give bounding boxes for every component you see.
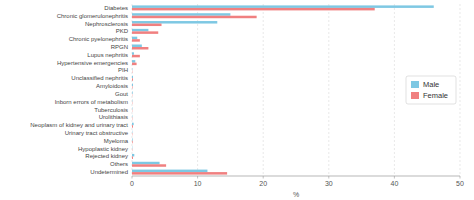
category-label: Urinary tract obstructive (65, 130, 129, 136)
bar (132, 76, 133, 79)
bar (132, 141, 133, 144)
bar (132, 138, 133, 141)
tick-label: 20 (259, 180, 267, 187)
tick-mark (394, 176, 395, 179)
category-label: Gout (115, 91, 128, 97)
legend-label: Female (423, 91, 448, 100)
bar (132, 55, 140, 58)
bar (132, 31, 158, 34)
bar (132, 13, 230, 16)
bar (132, 125, 133, 128)
bar (132, 117, 133, 120)
tick-label: 50 (456, 180, 464, 187)
legend-label: Male (423, 80, 439, 89)
tick-mark (263, 176, 264, 179)
bar (132, 8, 375, 11)
category-label: Tuberculosis (94, 107, 128, 113)
tick-mark (460, 176, 461, 179)
legend-box (406, 76, 456, 104)
category-label: Hypertensive emergencies (57, 60, 128, 66)
category-label: Unclassified nephritis (71, 75, 128, 81)
category-label: Nephrosclerosis (85, 21, 128, 27)
category-label: Hypoplastic kidney (78, 146, 128, 152)
category-label: Rejected kidney (85, 153, 128, 159)
legend: Male Female (406, 76, 456, 104)
tick-mark (328, 176, 329, 179)
bar (132, 146, 133, 149)
bar (132, 162, 160, 165)
bar (132, 29, 148, 32)
grid-line (197, 4, 198, 176)
bar (132, 94, 133, 97)
tick-label: 40 (391, 180, 399, 187)
bar (132, 133, 133, 136)
bar (132, 86, 133, 89)
category-label: Others (110, 161, 128, 167)
bar (132, 21, 217, 24)
bar (132, 84, 133, 87)
category-label: Myeloma (104, 138, 129, 144)
bar (132, 149, 133, 152)
category-label: Undetermined (90, 169, 128, 175)
grid-line (263, 4, 264, 176)
category-label: Lupus nephritis (87, 52, 128, 58)
tick-label: 10 (194, 180, 202, 187)
grid (132, 4, 460, 176)
category-label: PKD (116, 28, 129, 34)
tick-mark (132, 176, 133, 179)
bar (132, 68, 133, 71)
category-label: Urolithiasis (99, 114, 128, 120)
bar (132, 5, 434, 8)
bar (132, 91, 133, 94)
bar (132, 16, 257, 19)
legend-swatch (411, 92, 419, 99)
bar (132, 52, 134, 55)
bar (132, 63, 137, 66)
bar (132, 44, 142, 47)
grid-line (394, 4, 395, 176)
grid-line (328, 4, 329, 176)
category-label: Chronic glomerulonephritis (57, 13, 128, 19)
category-label: RPGN (111, 44, 128, 50)
bars (132, 5, 434, 174)
bar (132, 170, 207, 173)
bar (132, 115, 133, 118)
bar (132, 24, 162, 27)
bar (132, 99, 133, 102)
bar (132, 130, 133, 133)
bar (132, 107, 133, 110)
category-label: Amyloidosis (96, 83, 128, 89)
bar (132, 154, 134, 157)
bar (132, 37, 137, 40)
bar (132, 60, 135, 63)
axis-line (132, 176, 460, 177)
axis-label: % (293, 191, 299, 198)
legend-swatch (411, 81, 419, 88)
bar (132, 123, 134, 126)
y-axis: Diabetes Chronic glomerulonephritis Nephro… (30, 5, 128, 175)
grid-line (460, 4, 461, 176)
bar (132, 78, 133, 81)
category-label: Chronic pyelonephritis (69, 36, 128, 42)
x-axis: 0 10 20 30 40 50% (130, 176, 464, 198)
category-label: Diabetes (104, 5, 128, 11)
tick-mark (197, 176, 198, 179)
bar (132, 39, 140, 42)
bar (132, 47, 148, 50)
bar (132, 156, 133, 159)
bar (132, 102, 133, 105)
category-label: Inborn errors of metabolism (55, 99, 128, 105)
bar (132, 164, 166, 167)
category-label: PIH (118, 67, 128, 73)
tick-label: 0 (130, 180, 134, 187)
bar (132, 110, 133, 113)
category-label: Neoplasm of kidney and urinary tract (30, 122, 128, 128)
bar (132, 70, 133, 73)
chart: 0 10 20 30 40 50% Diabetes Chronic glomerulonep… (0, 0, 474, 200)
tick-label: 30 (325, 180, 333, 187)
bar (132, 172, 227, 175)
